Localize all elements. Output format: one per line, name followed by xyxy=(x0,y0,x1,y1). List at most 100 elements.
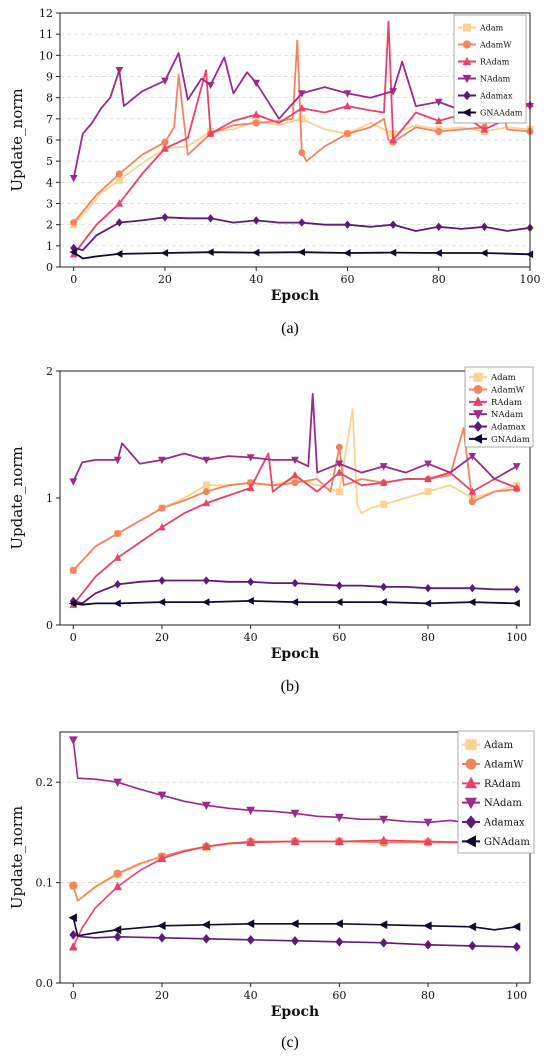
legend-marker xyxy=(472,433,483,444)
series-Adamax xyxy=(69,930,521,952)
data-point xyxy=(202,456,211,465)
data-point xyxy=(513,585,521,594)
x-tick-label: 0 xyxy=(70,631,77,644)
data-point xyxy=(69,478,78,486)
data-point xyxy=(69,881,78,890)
data-point xyxy=(206,248,214,257)
data-point xyxy=(202,488,210,496)
data-point xyxy=(525,250,534,259)
data-point xyxy=(115,67,124,75)
data-point xyxy=(379,938,388,948)
data-point xyxy=(380,582,388,592)
data-point xyxy=(343,101,352,110)
y-tick-label: 0.2 xyxy=(36,776,54,789)
panel-label-b: (b) xyxy=(280,678,300,695)
series-line xyxy=(73,579,517,605)
data-point xyxy=(157,598,166,606)
legend-marker xyxy=(462,56,472,66)
x-axis-label: Epoch xyxy=(271,288,320,304)
legend-label: AdamW xyxy=(479,40,512,49)
data-point xyxy=(246,837,256,847)
legend-label: RAdam xyxy=(491,398,522,408)
data-point xyxy=(434,116,443,125)
data-point xyxy=(115,199,124,207)
data-point xyxy=(379,478,388,486)
data-point xyxy=(423,818,433,828)
data-point xyxy=(388,248,397,257)
data-point xyxy=(424,940,433,950)
data-point xyxy=(69,930,78,940)
data-point xyxy=(334,813,344,823)
x-tick-label: 0 xyxy=(70,273,77,286)
data-point xyxy=(69,566,77,574)
data-point xyxy=(468,941,477,951)
y-tick-label: 2 xyxy=(46,219,53,232)
data-point xyxy=(297,248,305,257)
y-tick-label: 0.0 xyxy=(36,977,54,990)
data-point xyxy=(158,504,166,512)
x-tick-label: 100 xyxy=(506,989,527,1002)
data-point xyxy=(290,836,300,846)
data-point xyxy=(379,815,389,825)
legend-label: RAdam xyxy=(484,779,521,790)
data-point xyxy=(435,128,443,136)
series-line xyxy=(72,739,517,828)
series-line xyxy=(72,917,517,937)
data-point xyxy=(157,853,167,863)
data-point xyxy=(252,119,260,127)
data-point xyxy=(343,130,351,138)
series-line xyxy=(72,52,531,179)
data-point xyxy=(68,942,78,951)
data-point xyxy=(113,553,122,561)
legend-box xyxy=(453,14,527,124)
data-point xyxy=(335,443,343,451)
data-point xyxy=(206,129,215,137)
data-point xyxy=(160,249,169,257)
legend-label: Adamax xyxy=(490,422,526,432)
data-point xyxy=(201,920,210,930)
data-point xyxy=(297,104,306,112)
data-point xyxy=(291,578,299,588)
x-tick-label: 80 xyxy=(421,989,435,1002)
y-tick-label: 3 xyxy=(46,198,53,211)
x-tick-label: 80 xyxy=(432,273,446,286)
data-point xyxy=(161,138,169,146)
data-point xyxy=(389,220,397,229)
data-point xyxy=(378,920,388,930)
data-point xyxy=(158,576,166,585)
data-point xyxy=(246,454,255,462)
data-point xyxy=(468,598,476,606)
legend-marker xyxy=(462,108,471,117)
data-point xyxy=(423,921,432,931)
legend-label: Adam xyxy=(490,373,516,383)
x-tick-label: 20 xyxy=(155,631,169,644)
y-tick-label: 8 xyxy=(46,92,53,105)
data-point xyxy=(424,488,432,496)
data-point xyxy=(246,806,256,816)
series-GNAdam xyxy=(69,597,520,608)
series-Adam xyxy=(69,408,521,574)
data-point xyxy=(202,481,210,489)
data-point xyxy=(424,583,432,593)
chart-0: 0 20 40 60 80 1000123456789101112EpochUpdate_… xyxy=(8,7,541,304)
legend-label: AdamW xyxy=(490,385,525,395)
legend-box xyxy=(457,730,535,854)
data-point xyxy=(113,778,123,787)
legend-marker xyxy=(463,23,471,32)
series-NAdam xyxy=(68,736,522,832)
data-point xyxy=(511,922,521,932)
legend-marker xyxy=(473,421,483,432)
data-point xyxy=(424,460,432,468)
y-tick-label: 10 xyxy=(39,49,53,62)
data-point xyxy=(335,488,343,496)
plot-frame xyxy=(59,731,531,984)
data-point xyxy=(297,90,306,98)
data-point xyxy=(113,869,122,878)
legend-label: NAdam xyxy=(484,798,522,809)
series-line xyxy=(72,839,517,948)
data-point xyxy=(161,213,169,222)
y-tick-label: 2 xyxy=(46,365,53,378)
data-point xyxy=(112,925,122,935)
data-point xyxy=(245,919,255,929)
